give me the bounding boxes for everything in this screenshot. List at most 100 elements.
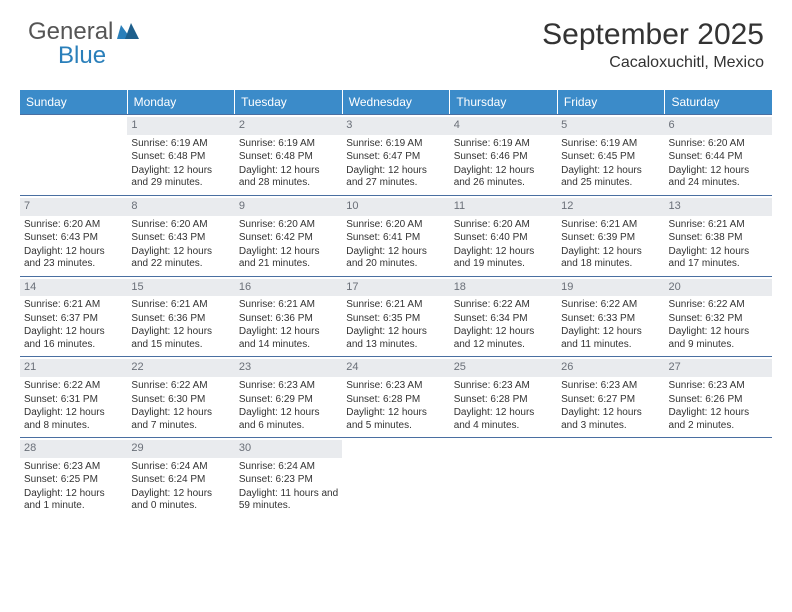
day-cell: 13Sunrise: 6:21 AMSunset: 6:38 PMDayligh…: [665, 196, 772, 276]
day-number: 8: [127, 198, 234, 216]
sunrise-text: Sunrise: 6:20 AM: [454, 219, 553, 232]
daylight-text: Daylight: 12 hours and 14 minutes.: [239, 326, 338, 351]
daylight-text: Daylight: 12 hours and 12 minutes.: [454, 326, 553, 351]
sunrise-text: Sunrise: 6:21 AM: [239, 299, 338, 312]
day-number: 15: [127, 279, 234, 297]
day-header-monday: Monday: [128, 90, 236, 114]
sunrise-text: Sunrise: 6:19 AM: [454, 138, 553, 151]
day-number: 25: [450, 359, 557, 377]
day-number: 3: [342, 117, 449, 135]
daylight-text: Daylight: 12 hours and 25 minutes.: [561, 165, 660, 190]
day-cell: 8Sunrise: 6:20 AMSunset: 6:43 PMDaylight…: [127, 196, 234, 276]
daylight-text: Daylight: 12 hours and 20 minutes.: [346, 246, 445, 271]
sunrise-text: Sunrise: 6:19 AM: [561, 138, 660, 151]
logo-text-blue: Blue: [58, 42, 106, 70]
day-cell: 6Sunrise: 6:20 AMSunset: 6:44 PMDaylight…: [665, 115, 772, 195]
day-cell: 7Sunrise: 6:20 AMSunset: 6:43 PMDaylight…: [20, 196, 127, 276]
day-number: 29: [127, 440, 234, 458]
day-cell: 29Sunrise: 6:24 AMSunset: 6:24 PMDayligh…: [127, 438, 234, 518]
day-cell: 9Sunrise: 6:20 AMSunset: 6:42 PMDaylight…: [235, 196, 342, 276]
day-cell: 18 Sunrise: 6:22 AMSunset: 6:34 PMDayligh…: [450, 277, 557, 357]
sunset-text: Sunset: 6:23 PM: [239, 474, 338, 487]
day-cell: 4Sunrise: 6:19 AMSunset: 6:46 PMDaylight…: [450, 115, 557, 195]
day-cell: 19Sunrise: 6:22 AMSunset: 6:33 PMDayligh…: [557, 277, 664, 357]
sunset-text: Sunset: 6:48 PM: [239, 151, 338, 164]
month-title: September 2025: [542, 18, 764, 52]
daylight-text: Daylight: 12 hours and 5 minutes.: [346, 407, 445, 432]
sunrise-text: Sunrise: 6:19 AM: [239, 138, 338, 151]
sunset-text: Sunset: 6:43 PM: [24, 232, 123, 245]
day-cell: 16Sunrise: 6:21 AMSunset: 6:36 PMDayligh…: [235, 277, 342, 357]
daylight-text: Daylight: 12 hours and 13 minutes.: [346, 326, 445, 351]
sunrise-text: Sunrise: 6:23 AM: [346, 380, 445, 393]
daylight-text: Daylight: 12 hours and 15 minutes.: [131, 326, 230, 351]
daylight-text: Daylight: 12 hours and 6 minutes.: [239, 407, 338, 432]
sunrise-text: Sunrise: 6:22 AM: [669, 299, 768, 312]
sunset-text: Sunset: 6:38 PM: [669, 232, 768, 245]
sunset-text: Sunset: 6:41 PM: [346, 232, 445, 245]
sunrise-text: Sunrise: 6:22 AM: [454, 299, 553, 312]
day-cell: 10 Sunrise: 6:20 AMSunset: 6:41 PMDayligh…: [342, 196, 449, 276]
day-number: 17: [342, 279, 449, 297]
sunset-text: Sunset: 6:40 PM: [454, 232, 553, 245]
sunset-text: Sunset: 6:47 PM: [346, 151, 445, 164]
day-cell: 21Sunrise: 6:22 AMSunset: 6:31 PMDayligh…: [20, 357, 127, 437]
sunrise-text: Sunrise: 6:20 AM: [346, 219, 445, 232]
daylight-text: Daylight: 12 hours and 3 minutes.: [561, 407, 660, 432]
day-number: 14: [20, 279, 127, 297]
sunset-text: Sunset: 6:46 PM: [454, 151, 553, 164]
sunrise-text: Sunrise: 6:23 AM: [239, 380, 338, 393]
day-header-row: Sunday Monday Tuesday Wednesday Thursday…: [20, 90, 772, 114]
sunrise-text: Sunrise: 6:24 AM: [131, 461, 230, 474]
sunset-text: Sunset: 6:34 PM: [454, 313, 553, 326]
title-block: September 2025 Cacaloxuchitl, Mexico: [542, 18, 764, 72]
day-number: 10: [342, 198, 449, 216]
daylight-text: Daylight: 12 hours and 4 minutes.: [454, 407, 553, 432]
daylight-text: Daylight: 12 hours and 29 minutes.: [131, 165, 230, 190]
sunrise-text: Sunrise: 6:22 AM: [561, 299, 660, 312]
sunrise-text: Sunrise: 6:21 AM: [131, 299, 230, 312]
day-cell: [20, 115, 127, 195]
sunrise-text: Sunrise: 6:21 AM: [561, 219, 660, 232]
daylight-text: Daylight: 12 hours and 22 minutes.: [131, 246, 230, 271]
day-number: 2: [235, 117, 342, 135]
day-number: 21: [20, 359, 127, 377]
sunset-text: Sunset: 6:31 PM: [24, 394, 123, 407]
sunset-text: Sunset: 6:25 PM: [24, 474, 123, 487]
day-number: 30: [235, 440, 342, 458]
calendar: Sunday Monday Tuesday Wednesday Thursday…: [20, 90, 772, 518]
sunset-text: Sunset: 6:28 PM: [346, 394, 445, 407]
day-number: 19: [557, 279, 664, 297]
day-cell: 14Sunrise: 6:21 AMSunset: 6:37 PMDayligh…: [20, 277, 127, 357]
daylight-text: Daylight: 11 hours and 59 minutes.: [239, 488, 338, 513]
daylight-text: Daylight: 12 hours and 18 minutes.: [561, 246, 660, 271]
day-number: 26: [557, 359, 664, 377]
sunset-text: Sunset: 6:37 PM: [24, 313, 123, 326]
day-cell: [557, 438, 664, 518]
day-cell: 15Sunrise: 6:21 AMSunset: 6:36 PMDayligh…: [127, 277, 234, 357]
daylight-text: Daylight: 12 hours and 21 minutes.: [239, 246, 338, 271]
header: General Blue September 2025 Cacaloxuchit…: [0, 0, 792, 80]
day-number: 18: [450, 279, 557, 297]
sunset-text: Sunset: 6:26 PM: [669, 394, 768, 407]
daylight-text: Daylight: 12 hours and 28 minutes.: [239, 165, 338, 190]
day-header-saturday: Saturday: [665, 90, 772, 114]
day-cell: 2 Sunrise: 6:19 AMSunset: 6:48 PMDaylight…: [235, 115, 342, 195]
day-cell: 11Sunrise: 6:20 AMSunset: 6:40 PMDayligh…: [450, 196, 557, 276]
day-number: 11: [450, 198, 557, 216]
sunset-text: Sunset: 6:39 PM: [561, 232, 660, 245]
daylight-text: Daylight: 12 hours and 7 minutes.: [131, 407, 230, 432]
day-cell: 27Sunrise: 6:23 AMSunset: 6:26 PMDayligh…: [665, 357, 772, 437]
location-label: Cacaloxuchitl, Mexico: [542, 54, 764, 72]
sunrise-text: Sunrise: 6:21 AM: [669, 219, 768, 232]
day-header-sunday: Sunday: [20, 90, 128, 114]
day-cell: 26Sunrise: 6:23 AMSunset: 6:27 PMDayligh…: [557, 357, 664, 437]
sunrise-text: Sunrise: 6:23 AM: [561, 380, 660, 393]
sunrise-text: Sunrise: 6:20 AM: [669, 138, 768, 151]
day-number: 20: [665, 279, 772, 297]
day-number: 24: [342, 359, 449, 377]
sunrise-text: Sunrise: 6:20 AM: [24, 219, 123, 232]
sunset-text: Sunset: 6:42 PM: [239, 232, 338, 245]
sunrise-text: Sunrise: 6:23 AM: [454, 380, 553, 393]
day-cell: 17Sunrise: 6:21 AMSunset: 6:35 PMDayligh…: [342, 277, 449, 357]
